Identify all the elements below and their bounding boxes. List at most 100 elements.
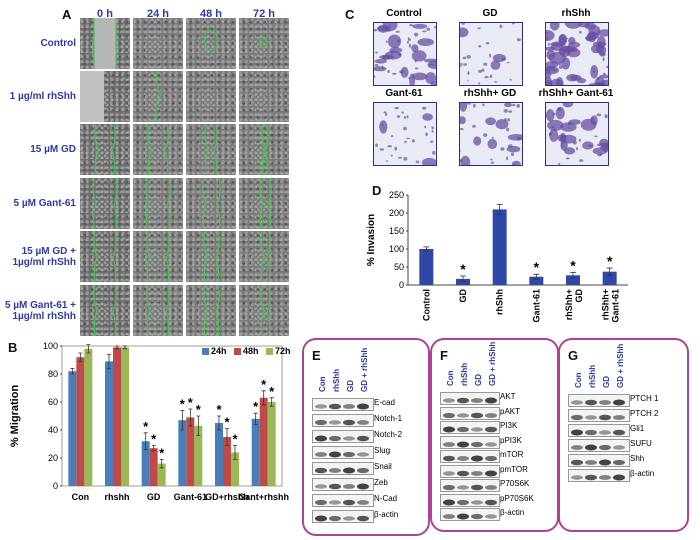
y-axis-label: % Invasion — [366, 214, 377, 266]
x-tick-label: Control — [421, 289, 431, 321]
error-bar — [261, 390, 266, 406]
bar — [194, 425, 203, 486]
error-bar — [143, 432, 148, 450]
invasion-image-label: Control — [386, 8, 422, 19]
row-label: 5 µM Gant-61 +1µg/ml rhShh — [0, 300, 76, 322]
invasion-image — [545, 102, 609, 166]
wound-image — [186, 18, 236, 69]
bar — [529, 276, 544, 285]
significance-mark: * — [607, 253, 613, 269]
wound-image — [239, 285, 289, 336]
y-axis-label: % Migration — [9, 385, 21, 448]
wound-image — [186, 124, 236, 175]
western-blot-e-frame — [302, 338, 430, 536]
lane-label: rhShh — [332, 368, 341, 392]
wound-image — [80, 18, 130, 69]
panel-label-e: E — [312, 348, 321, 363]
error-bar — [70, 368, 75, 375]
blot-row-label: pP70S6K — [500, 493, 534, 503]
blot-strip — [568, 394, 630, 407]
wound-image — [239, 178, 289, 229]
blot-row-label: pAKT — [500, 406, 521, 416]
row-label-line: 15 µM GD — [30, 144, 76, 155]
blot-strip — [312, 414, 374, 427]
significance-mark: * — [460, 261, 466, 277]
wound-image — [133, 178, 183, 229]
bar — [251, 418, 260, 486]
blot-row-label: pmTOR — [500, 464, 528, 474]
error-bar — [86, 344, 91, 354]
error-bar — [460, 275, 466, 283]
row-label-line: Control — [40, 38, 76, 49]
bar — [259, 397, 268, 486]
error-bar — [606, 267, 613, 276]
blot-row-label: Snail — [374, 462, 392, 471]
blot-row-label: P70S6K — [500, 479, 530, 488]
error-bar — [123, 345, 127, 350]
error-bar — [217, 415, 221, 431]
bar — [105, 361, 113, 486]
blot-row-label: β-actin — [374, 510, 399, 519]
wound-image — [133, 124, 183, 175]
bar — [178, 420, 187, 486]
lane-label: GD + rhShh — [488, 341, 497, 386]
row-label-line: 15 µM GD + — [21, 246, 76, 257]
invasion-chart: 0 50 100 150 200 250 % Invasion Control * GD rhShh… — [366, 190, 628, 323]
bar — [566, 275, 580, 285]
wound-image — [133, 18, 183, 69]
y-tick-label: 200 — [389, 208, 404, 218]
invasion-image-label: rhShh — [561, 8, 591, 19]
bar — [76, 357, 85, 486]
bar — [113, 347, 121, 486]
blot-strip — [312, 398, 374, 411]
bar — [215, 423, 223, 486]
invasion-image — [459, 102, 523, 166]
error-bar — [225, 428, 229, 446]
timepoint-label: 72 h — [252, 8, 275, 20]
x-tick-label: GD — [147, 492, 161, 502]
x-tick-label: Gant-61 — [174, 492, 208, 502]
row-label-line: 1µg/ml rhShh — [12, 311, 76, 322]
bar — [267, 402, 276, 486]
blot-strip — [312, 446, 374, 459]
bar — [141, 441, 150, 486]
blot-strip — [312, 510, 374, 523]
significance-mark: * — [159, 445, 165, 460]
blot-row-label: Shh — [630, 454, 645, 463]
blot-strip — [568, 409, 630, 422]
wound-image — [186, 71, 236, 122]
y-tick-label: 60 — [48, 397, 58, 407]
bar — [602, 271, 617, 285]
significance-mark: * — [261, 377, 267, 392]
x-tick-label: GD — [458, 288, 468, 302]
wound-image — [133, 71, 183, 122]
x-tick-label: Con — [72, 492, 90, 502]
bar — [121, 347, 129, 486]
row-label: 5 µM Gant-61 — [0, 198, 76, 209]
legend-label: 48h — [243, 346, 259, 356]
blot-strip — [440, 392, 500, 405]
significance-mark: * — [143, 419, 149, 434]
panel-label-d: D — [372, 183, 382, 198]
row-label: 15 µM GD — [0, 144, 76, 155]
invasion-image-label: GD — [482, 8, 498, 19]
error-bar — [196, 415, 201, 436]
blot-strip — [440, 421, 500, 434]
y-tick-label: 20 — [48, 453, 58, 463]
lane-label: GD + rhShh — [360, 347, 369, 392]
y-tick-label: 50 — [394, 262, 404, 272]
bar — [492, 209, 507, 285]
y-tick-label: 250 — [389, 190, 404, 200]
blot-row-label: PI3K — [500, 421, 518, 430]
bar — [223, 437, 231, 486]
error-bar — [233, 445, 237, 460]
blot-strip — [568, 439, 630, 452]
wound-image — [239, 18, 289, 69]
bar — [186, 417, 195, 486]
lane-label: Con — [446, 370, 455, 386]
row-label-line: 5 µM Gant-61 + — [4, 300, 76, 311]
row-label-line: 1 µg/ml rhShh — [9, 91, 76, 102]
lane-label: rhShh — [460, 362, 469, 386]
legend-label: 24h — [211, 346, 227, 356]
